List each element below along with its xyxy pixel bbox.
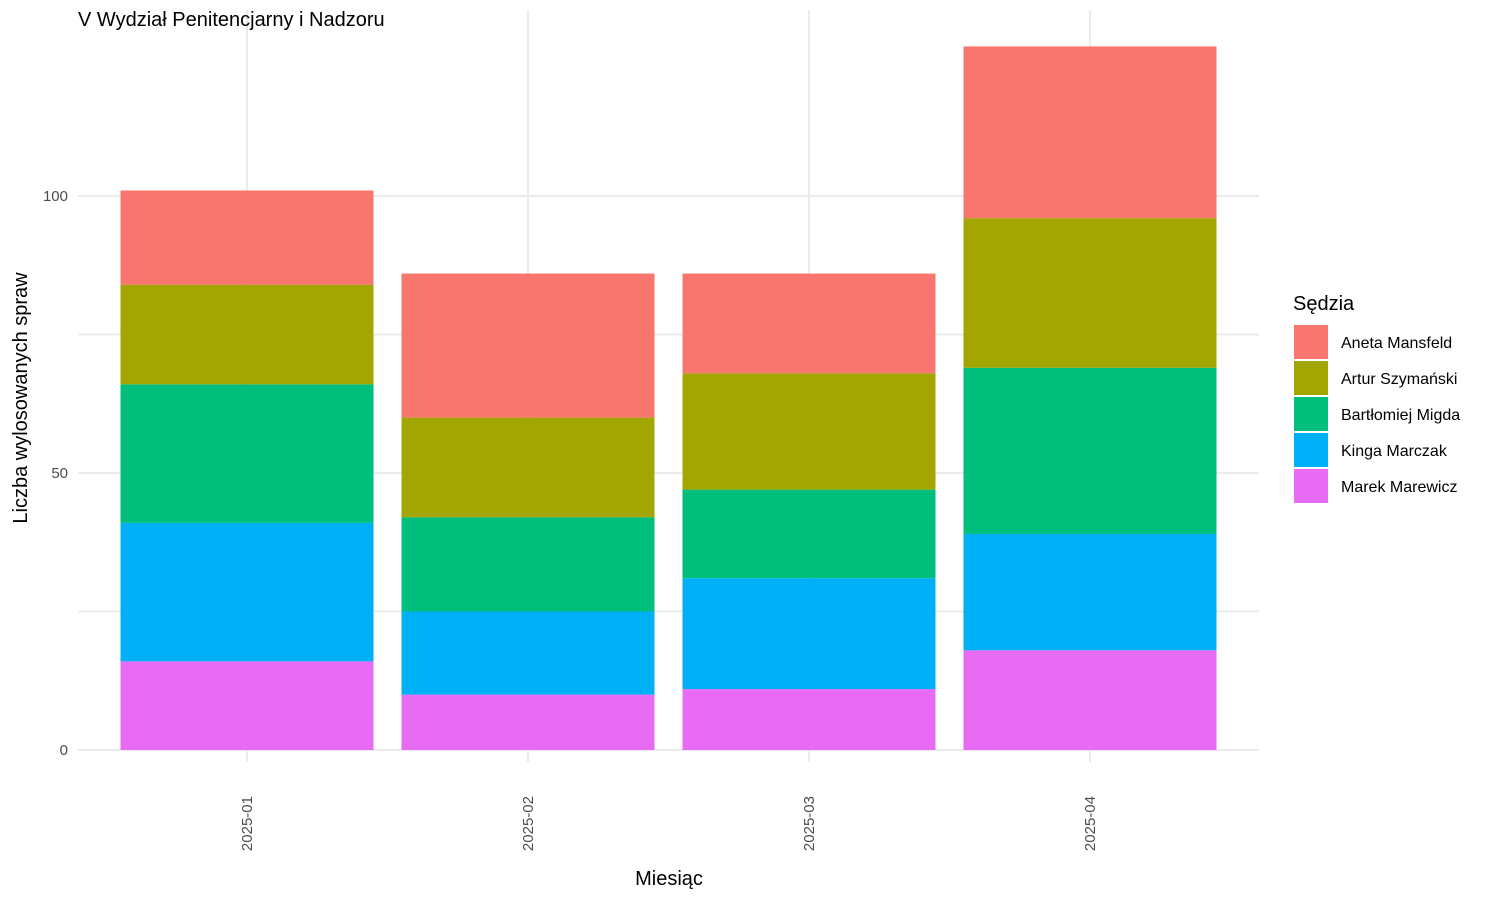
bar-segment — [120, 661, 374, 750]
bar-segment — [682, 489, 936, 579]
legend-key — [1294, 397, 1328, 431]
bar-segment — [120, 284, 374, 385]
legend-key — [1294, 325, 1328, 359]
x-tick-label: 2025-03 — [801, 796, 818, 851]
x-tick-label: 2025-01 — [239, 796, 256, 851]
chart-title: V Wydział Penitencjarny i Nadzoru — [78, 9, 385, 31]
bars — [120, 46, 1217, 750]
x-tick-label: 2025-04 — [1082, 796, 1099, 851]
bar-segment — [963, 367, 1217, 534]
legend-label: Aneta Mansfeld — [1341, 335, 1452, 352]
bar-segment — [682, 273, 936, 374]
y-tick-label: 50 — [51, 465, 68, 482]
y-axis-title: Liczba wylosowanych spraw — [10, 272, 32, 524]
legend-key — [1294, 433, 1328, 467]
bar-segment — [682, 689, 936, 750]
bar-segment — [401, 611, 655, 695]
bar-segment — [963, 46, 1217, 219]
legend: Sędzia Aneta Mansfeld Artur Szymański Bart… — [1293, 293, 1460, 503]
legend-key — [1294, 469, 1328, 503]
bar-segment — [401, 273, 655, 418]
legend-title: Sędzia — [1293, 293, 1355, 315]
bar-segment — [120, 384, 374, 523]
bar-segment — [963, 218, 1217, 368]
legend-label: Marek Marewicz — [1341, 479, 1457, 496]
y-axis-ticks: 0 50 100 — [43, 188, 68, 759]
legend-label: Bartłomiej Migda — [1341, 407, 1460, 424]
legend-label: Kinga Marczak — [1341, 443, 1448, 460]
legend-label: Artur Szymański — [1341, 371, 1457, 388]
bar-segment — [963, 533, 1217, 651]
bar-segment — [120, 190, 374, 285]
legend-key — [1294, 361, 1328, 395]
bar-segment — [963, 650, 1217, 750]
bar-segment — [401, 517, 655, 612]
bar-segment — [682, 373, 936, 490]
bar-segment — [682, 578, 936, 690]
bar-segment — [401, 694, 655, 750]
y-tick-label: 0 — [60, 742, 68, 759]
bar-segment — [120, 522, 374, 662]
bar-segment — [401, 417, 655, 518]
x-tick-label: 2025-02 — [520, 796, 537, 851]
y-tick-label: 100 — [43, 188, 68, 205]
x-axis-ticks: 2025-01 2025-02 2025-03 2025-04 — [239, 796, 1099, 851]
x-axis-title: Miesiąc — [635, 868, 703, 890]
